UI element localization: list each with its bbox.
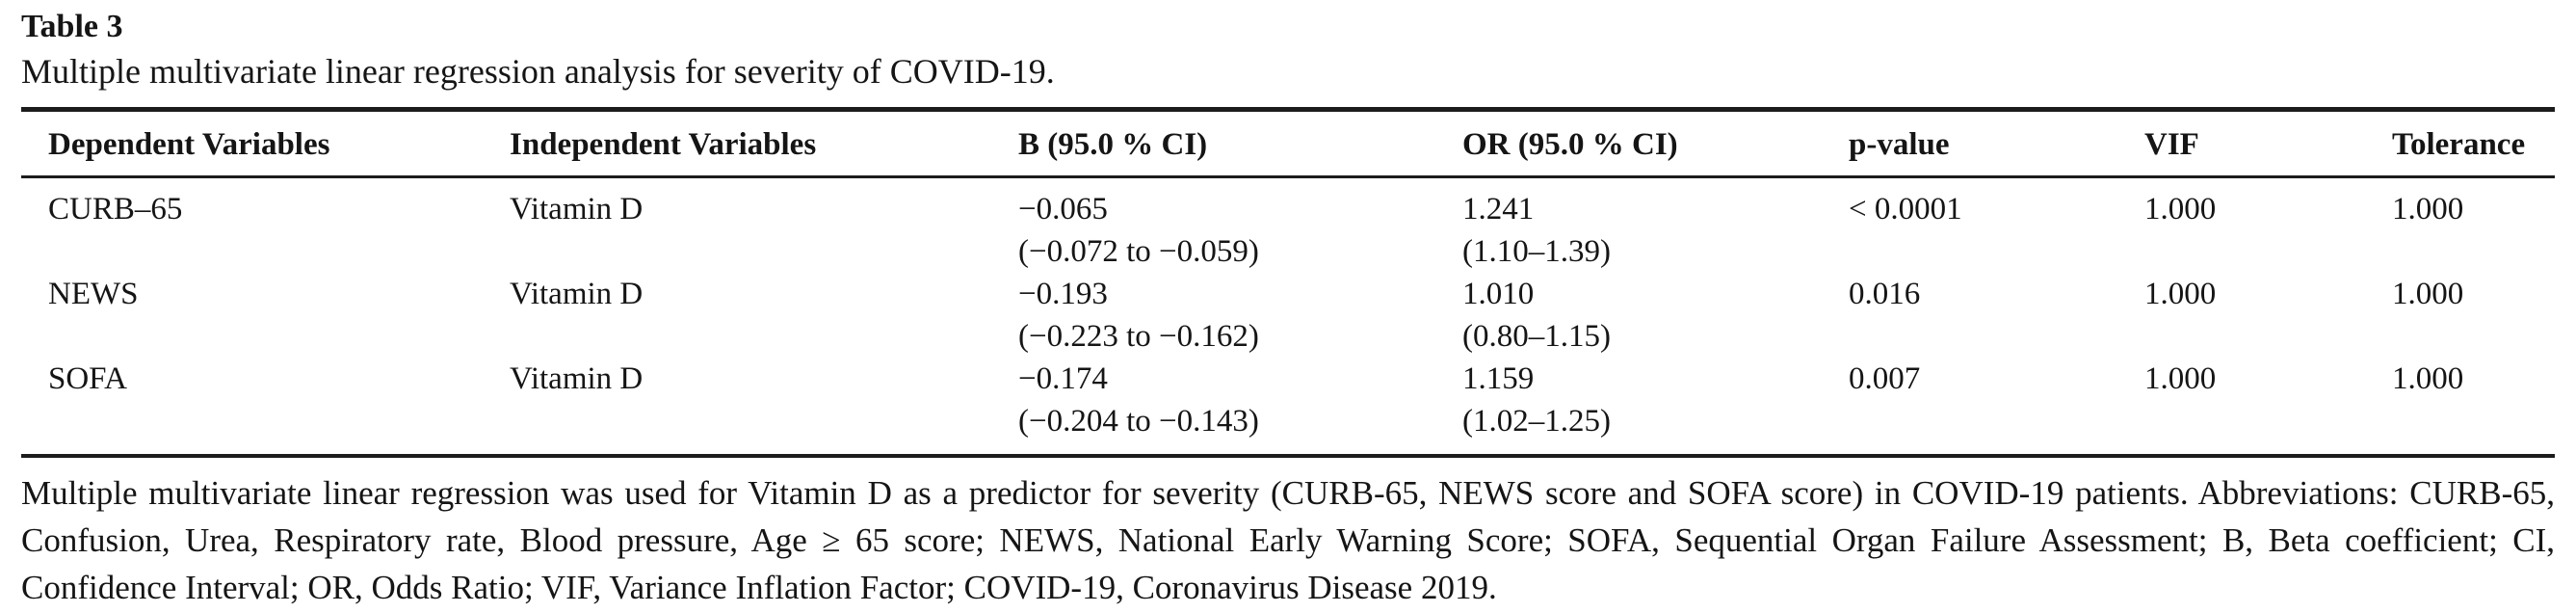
cell-dependent-variable: CURB–65 bbox=[48, 192, 183, 227]
cell-b-estimate: −0.174 (−0.204 to −0.143) bbox=[1018, 358, 1462, 456]
b-value: −0.065 bbox=[1018, 192, 1108, 227]
table-caption: Multiple multivariate linear regression … bbox=[21, 52, 1055, 91]
column-header-b-ci: B (95.0 % CI) bbox=[1018, 109, 1462, 178]
table-footnote: Multiple multivariate linear regression … bbox=[21, 474, 2555, 606]
or-confidence-interval: (0.80–1.15) bbox=[1462, 319, 1611, 354]
cell-independent-variable: Vitamin D bbox=[510, 277, 644, 311]
cell-tolerance: 1.000 bbox=[2392, 192, 2464, 227]
table-row-sofa: SOFA Vitamin D −0.174 (−0.204 to −0.143)… bbox=[21, 358, 2555, 456]
cell-tolerance: 1.000 bbox=[2392, 277, 2464, 311]
cell-b-estimate: −0.193 (−0.223 to −0.162) bbox=[1018, 273, 1462, 358]
or-value: 1.010 bbox=[1462, 277, 1535, 311]
regression-table: Dependent Variables Independent Variable… bbox=[21, 107, 2555, 458]
cell-or-estimate: 1.010 (0.80–1.15) bbox=[1462, 273, 1849, 358]
cell-b-estimate: −0.065 (−0.072 to −0.059) bbox=[1018, 177, 1462, 274]
cell-independent-variable: Vitamin D bbox=[510, 192, 644, 227]
column-header-p-value: p-value bbox=[1849, 109, 2144, 178]
cell-independent-variable: Vitamin D bbox=[510, 361, 644, 396]
cell-vif: 1.000 bbox=[2144, 361, 2217, 396]
table-row-news: NEWS Vitamin D −0.193 (−0.223 to −0.162)… bbox=[21, 273, 2555, 358]
column-header-independent-variables: Independent Variables bbox=[510, 109, 1018, 178]
cell-vif: 1.000 bbox=[2144, 277, 2217, 311]
cell-p-value: < 0.0001 bbox=[1849, 192, 1962, 227]
or-confidence-interval: (1.10–1.39) bbox=[1462, 234, 1611, 269]
column-header-vif: VIF bbox=[2144, 109, 2392, 178]
or-confidence-interval: (1.02–1.25) bbox=[1462, 404, 1611, 439]
cell-tolerance: 1.000 bbox=[2392, 361, 2464, 396]
column-header-or-ci: OR (95.0 % CI) bbox=[1462, 109, 1849, 178]
b-confidence-interval: (−0.223 to −0.162) bbox=[1018, 319, 1259, 354]
b-value: −0.193 bbox=[1018, 277, 1108, 311]
table-row-curb65: CURB–65 Vitamin D −0.065 (−0.072 to −0.0… bbox=[21, 177, 2555, 274]
or-value: 1.159 bbox=[1462, 361, 1535, 396]
cell-dependent-variable: NEWS bbox=[48, 277, 139, 311]
column-header-tolerance: Tolerance bbox=[2392, 109, 2555, 178]
cell-or-estimate: 1.159 (1.02–1.25) bbox=[1462, 358, 1849, 456]
b-value: −0.174 bbox=[1018, 361, 1108, 396]
b-confidence-interval: (−0.072 to −0.059) bbox=[1018, 234, 1259, 269]
cell-dependent-variable: SOFA bbox=[48, 361, 127, 396]
cell-vif: 1.000 bbox=[2144, 192, 2217, 227]
table-header-row: Dependent Variables Independent Variable… bbox=[21, 109, 2555, 178]
b-confidence-interval: (−0.204 to −0.143) bbox=[1018, 404, 1259, 439]
column-header-dependent-variables: Dependent Variables bbox=[21, 109, 510, 178]
table-label: Table 3 bbox=[21, 9, 123, 44]
or-value: 1.241 bbox=[1462, 192, 1535, 227]
cell-or-estimate: 1.241 (1.10–1.39) bbox=[1462, 177, 1849, 274]
cell-p-value: 0.016 bbox=[1849, 277, 1921, 311]
cell-p-value: 0.007 bbox=[1849, 361, 1921, 396]
